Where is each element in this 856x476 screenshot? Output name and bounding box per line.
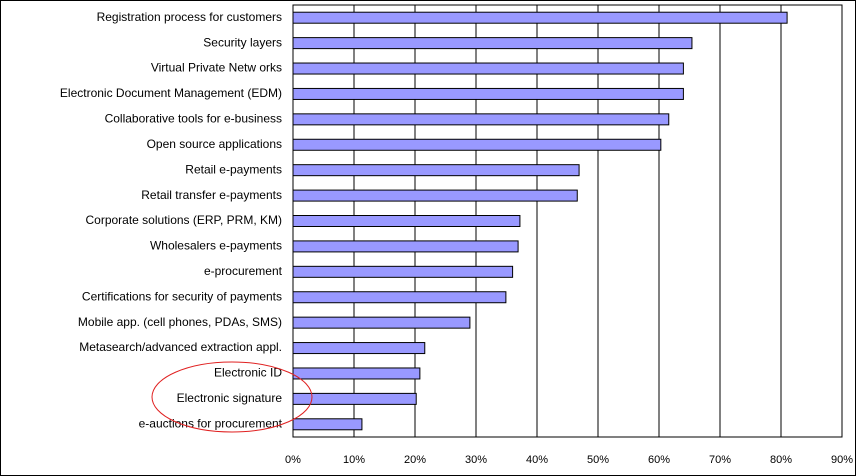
x-tick-label: 90% — [831, 454, 853, 466]
bar — [292, 240, 519, 253]
y-tick-label: Certifications for security of payments — [82, 289, 282, 303]
y-tick-label: Virtual Private Netw orks — [151, 61, 282, 75]
y-tick-label: Electronic ID — [214, 366, 282, 380]
y-tick-label: Corporate solutions (ERP, PRM, KM) — [85, 213, 282, 227]
bar — [292, 265, 514, 278]
bar — [292, 87, 684, 100]
bar — [292, 215, 521, 227]
x-tick-label: 70% — [709, 454, 731, 466]
y-tick-label: Registration process for customers — [97, 10, 282, 24]
x-tick-label: 40% — [526, 454, 548, 466]
x-tick-label: 50% — [587, 454, 609, 466]
bar — [292, 392, 417, 405]
bar — [292, 189, 578, 202]
x-tick-label: 10% — [343, 454, 365, 466]
bar — [292, 138, 662, 151]
bar — [292, 291, 507, 304]
y-tick-label: Security layers — [203, 35, 282, 49]
y-tick-label: Electronic Document Management (EDM) — [60, 86, 282, 100]
bar — [292, 113, 670, 126]
bar — [292, 418, 363, 431]
bar — [292, 37, 693, 50]
bar — [292, 316, 471, 329]
y-tick-label: Open source applications — [147, 137, 282, 151]
y-tick-label: Mobile app. (cell phones, PDAs, SMS) — [78, 315, 282, 329]
x-tick-label: 20% — [404, 454, 426, 466]
y-tick-label: e-auctions for procurement — [139, 416, 283, 430]
bar — [292, 164, 580, 177]
y-tick-label: Retail transfer e-payments — [141, 188, 282, 202]
x-tick-label: 60% — [648, 454, 670, 466]
y-tick-label: Collaborative tools for e-business — [105, 112, 282, 126]
y-tick-label: Electronic signature — [177, 391, 283, 405]
bar — [292, 367, 421, 380]
bar — [292, 62, 684, 75]
x-tick-label: 80% — [770, 454, 792, 466]
x-tick-label: 30% — [465, 454, 487, 466]
y-tick-label: e-procurement — [204, 264, 283, 278]
y-tick-label: Retail e-payments — [185, 162, 282, 176]
x-tick-label: 0% — [285, 454, 301, 466]
highlight-ellipse — [151, 361, 313, 433]
y-tick-label: Metasearch/advanced extraction appl. — [79, 340, 282, 354]
bar — [292, 11, 788, 24]
plot-area: 0% 10% 20% 30% 40% 50% 60% 70% 80% 90% Registratio… — [60, 4, 853, 466]
y-tick-label: Wholesalers e-payments — [150, 239, 282, 253]
bar — [292, 342, 426, 355]
